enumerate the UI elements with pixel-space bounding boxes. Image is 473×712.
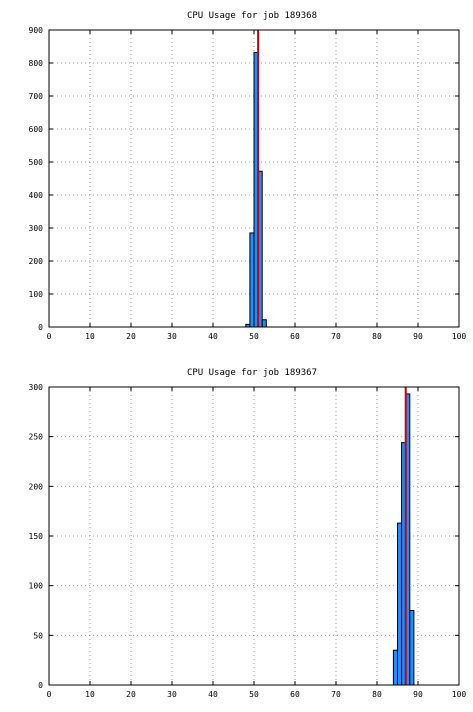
x-tick-label: 50	[249, 332, 259, 341]
histogram-bar	[409, 610, 415, 686]
x-tick-label: 40	[208, 690, 218, 699]
x-tick-label: 50	[249, 690, 259, 699]
y-tick-label: 150	[29, 532, 44, 541]
y-tick-label: 500	[29, 158, 44, 167]
x-tick-label: 40	[208, 332, 218, 341]
y-tick-label: 200	[29, 482, 44, 491]
x-tick-label: 80	[372, 332, 382, 341]
histogram-bar	[397, 522, 403, 686]
x-tick-label: 30	[167, 332, 177, 341]
y-tick-label: 200	[29, 257, 44, 266]
chart-title: CPU Usage for job 189368	[187, 11, 317, 21]
y-tick-label: 0	[38, 681, 43, 690]
x-tick-label: 70	[331, 690, 341, 699]
y-tick-label: 100	[29, 290, 44, 299]
y-tick-label: 800	[29, 59, 44, 68]
histogram-bar	[392, 649, 398, 686]
x-tick-label: 30	[167, 690, 177, 699]
cpu-usage-histogram-189367: CPU Usage for job 189367 0 10 20 30 40 50 60 70…	[29, 368, 467, 699]
x-tick-label: 20	[126, 690, 136, 699]
x-tick-label: 100	[452, 690, 467, 699]
x-tick-label: 60	[290, 332, 300, 341]
y-tick-label: 300	[29, 224, 44, 233]
y-tick-label: 700	[29, 92, 44, 101]
x-tick-label: 10	[85, 690, 95, 699]
y-tick-label: 250	[29, 433, 44, 442]
histogram-bar	[261, 319, 267, 328]
x-tick-label: 90	[413, 332, 423, 341]
x-tick-label: 70	[331, 332, 341, 341]
x-tick-label: 100	[452, 332, 467, 341]
cpu-usage-histogram-189368: CPU Usage for job 189368 0 10 20 30 40 50 60 70…	[29, 11, 467, 341]
x-tick-label: 0	[47, 332, 52, 341]
chart-title: CPU Usage for job 189367	[187, 368, 317, 378]
y-tick-label: 300	[29, 383, 44, 392]
y-tick-label: 600	[29, 125, 44, 134]
y-tick-label: 50	[33, 631, 43, 640]
x-tick-label: 60	[290, 690, 300, 699]
x-tick-label: 10	[85, 332, 95, 341]
x-tick-label: 80	[372, 690, 382, 699]
x-tick-label: 90	[413, 690, 423, 699]
x-tick-label: 0	[47, 690, 52, 699]
y-tick-label: 0	[38, 323, 43, 332]
y-tick-label: 900	[29, 26, 44, 35]
y-tick-label: 100	[29, 582, 44, 591]
y-tick-label: 400	[29, 191, 44, 200]
x-tick-label: 20	[126, 332, 136, 341]
histogram-bar	[249, 232, 255, 328]
